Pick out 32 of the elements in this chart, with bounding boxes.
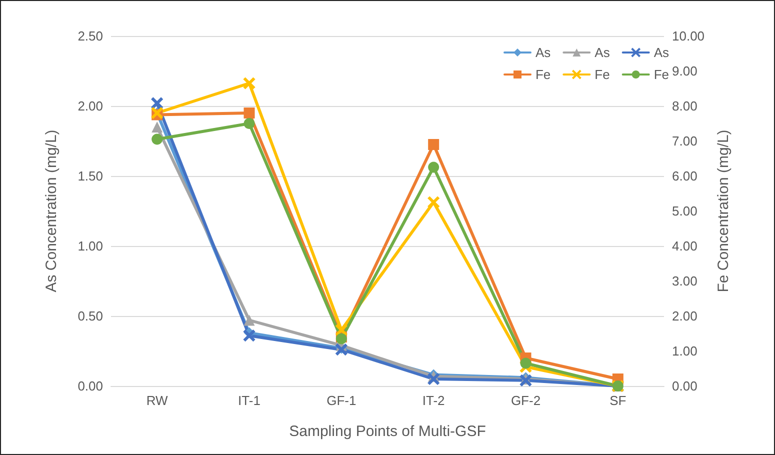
y2-tick-label: 3.00 (672, 274, 698, 288)
x-tick-label: IT-2 (422, 393, 445, 408)
legend-label: As (535, 45, 552, 60)
y2-tick-label: 2.00 (672, 308, 698, 324)
y-tick-label: 1.50 (78, 168, 103, 184)
legend-label: As (594, 45, 610, 60)
y2-tick-label: 4.00 (672, 238, 698, 254)
y2-axis-title: Fe Concentration (mg/L) (715, 130, 732, 292)
y2-tick-label: 0.00 (672, 378, 698, 394)
y-tick-label: 0.50 (78, 308, 103, 324)
x-axis-title: Sampling Points of Multi-GSF (289, 423, 486, 440)
y-tick-label: 0.00 (78, 378, 103, 394)
y2-tick-label: 8.00 (672, 98, 698, 114)
x-tick-label: IT-1 (238, 393, 260, 408)
y-tick-label: 2.00 (78, 98, 103, 114)
legend-label: Fe (654, 67, 669, 82)
legend-label: Fe (535, 67, 551, 82)
x-tick-label: GF-1 (326, 393, 356, 408)
y2-tick-label: 5.00 (672, 204, 698, 218)
y2-tick-label: 7.00 (672, 134, 698, 148)
x-tick-label: GF-2 (510, 393, 541, 408)
y2-tick-label: 9.00 (672, 64, 698, 78)
y-tick-label: 1.00 (78, 238, 103, 254)
y2-tick-label: 6.00 (672, 168, 698, 184)
y2-tick-label: 10.00 (672, 28, 705, 44)
x-tick-label: RW (146, 393, 169, 408)
y2-tick-label: 1.00 (672, 344, 698, 358)
legend-label: Fe (594, 67, 610, 82)
y-axis-title: As Concentration (mg/L) (43, 130, 60, 292)
x-tick-label: SF (610, 393, 626, 408)
legend-label: As (654, 45, 670, 60)
y-tick-label: 2.50 (78, 28, 103, 44)
